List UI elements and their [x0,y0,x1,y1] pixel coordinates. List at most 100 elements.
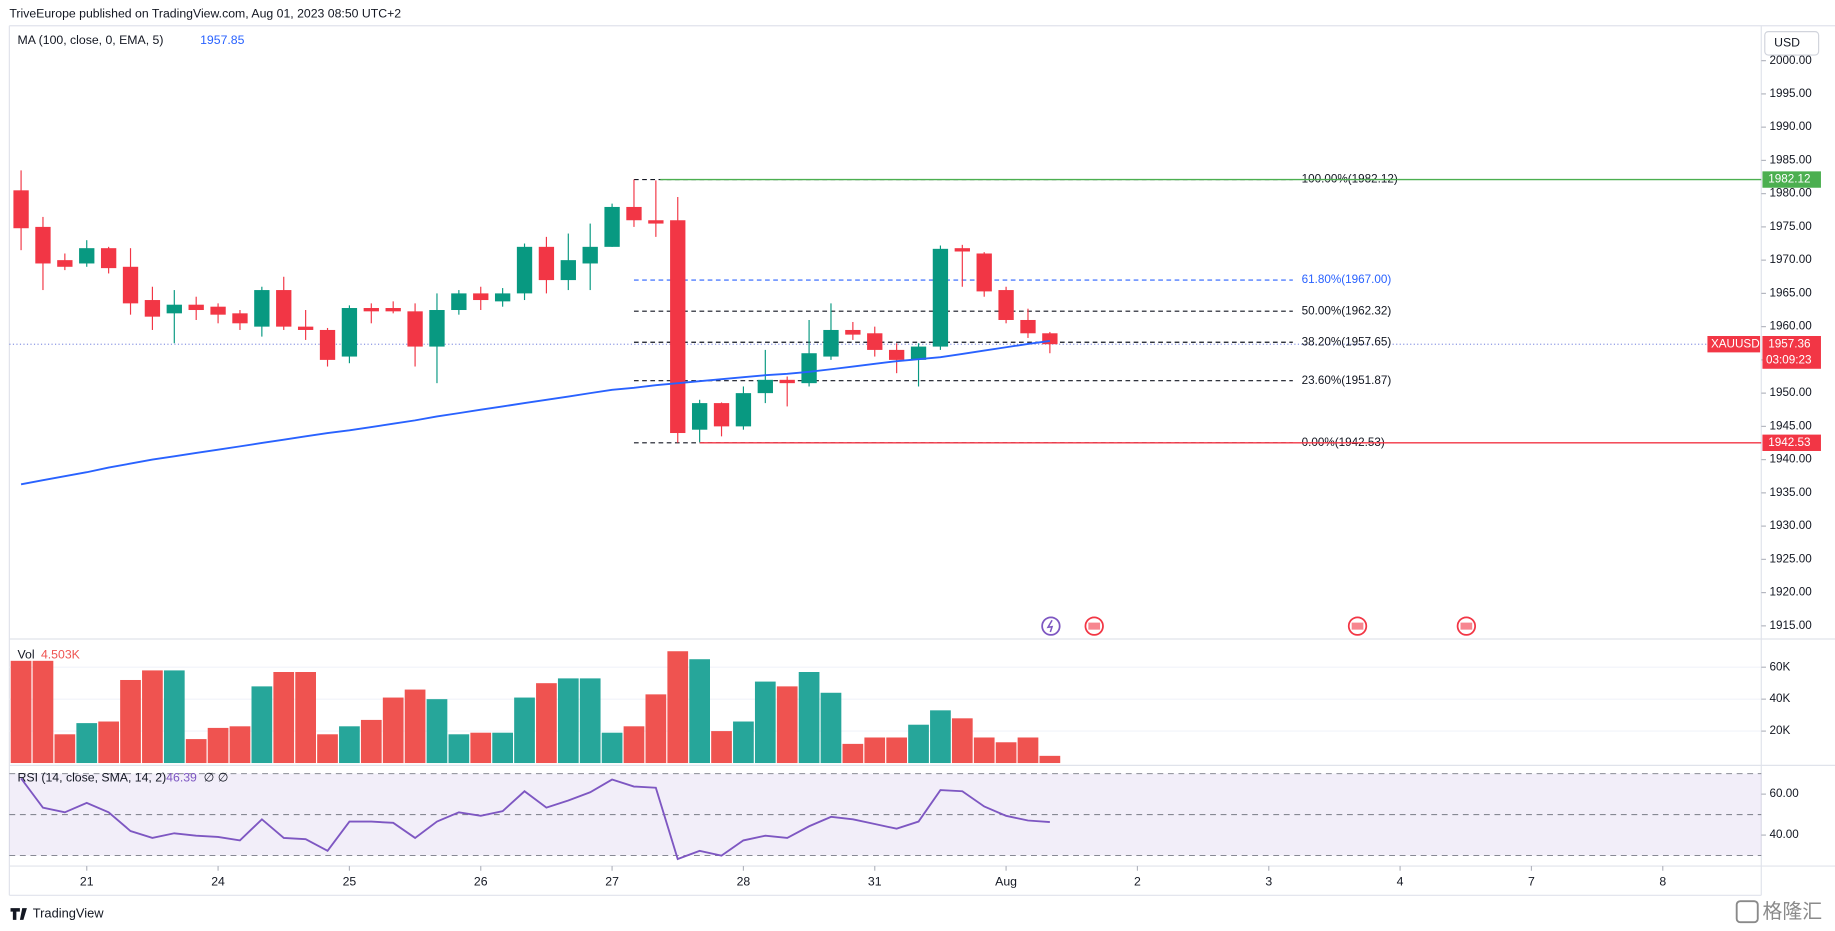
rsi-legend-extra: ∅ ∅ [204,771,229,785]
currency[interactable]: USD [1774,36,1800,50]
fib-label: 50.00%(1962.32) [1302,304,1392,317]
x-tick-label: 8 [1659,875,1666,889]
event-icon-flag [1460,622,1473,630]
x-tick-label: 3 [1265,875,1272,889]
y-tick-label: 1970.00 [1769,253,1812,266]
volume-bar [317,734,338,764]
candle-body [867,333,883,350]
fib-label: 61.80%(1967.00) [1302,273,1392,286]
candle-body [845,329,861,335]
y-tick-label: 1935.00 [1769,486,1812,499]
candle-body [319,329,336,360]
y-tick-label: 1920.00 [1769,586,1812,599]
volume-bar [754,681,776,764]
candle-body [888,349,905,360]
volume-bar [273,672,295,764]
event-icon-flag [1088,622,1101,630]
candle-body [823,329,839,357]
candle-body [144,300,161,317]
x-tick-label: 25 [343,875,357,889]
currency-box[interactable] [1764,31,1820,56]
y-tick-label: 1930.00 [1769,519,1812,532]
rsi-legend: RSI (14, close, SMA, 14, 2) [18,771,167,785]
last-price-label: 1957.36 [1768,337,1810,350]
volume-bar [229,726,251,764]
volume-bar [930,710,951,764]
y-tick-label: 1980.00 [1769,187,1812,200]
candle-body [254,290,270,327]
volume-bar [645,694,667,764]
volume-bar [951,718,973,764]
volume-bar [426,699,448,764]
candle-body [210,306,226,315]
indicator-label: MA (100, close, 0, EMA, 5) [18,33,164,47]
volume-bar [120,679,141,764]
candle-body [232,313,248,324]
x-tick-label: 4 [1397,875,1404,889]
volume-bar [98,721,119,764]
x-tick-label: 28 [737,875,751,889]
volume-bar [251,686,273,764]
candle-body [276,290,292,327]
volume-bar [32,660,54,764]
candle-body [801,353,817,384]
candle-body [385,308,401,312]
candle-body [407,311,423,347]
y-tick-label: 40.00 [1769,828,1799,841]
candle-body [954,248,970,252]
volume-bar [733,721,754,764]
volume-bar [10,660,32,764]
ma-line [20,339,1050,486]
y-tick-label: 1960.00 [1769,320,1812,333]
candle-body [976,253,992,292]
last-price-tag [1762,335,1821,369]
volume-bar [448,734,470,764]
volume-bar [404,689,426,764]
volume-bar [536,683,557,764]
brand: TradingView [10,905,104,920]
candle-body [1042,333,1058,345]
volume-bar [842,743,864,764]
volume-bar [185,739,207,764]
candle-body [297,326,314,330]
volume-bar [492,732,513,764]
volume-bar [908,724,929,764]
candle-body [626,206,642,221]
event-icons [1041,616,1477,636]
volume-bar [711,731,732,764]
y-tick-label: 1985.00 [1769,153,1812,166]
y-tick-label: 1995.00 [1769,87,1812,100]
rsi-line [20,777,1050,861]
price-tag-label: 1982.12 [1768,173,1810,186]
x-tick-label: 27 [605,875,619,889]
brand-name: TradingView [33,905,104,920]
volume-bar [142,670,163,764]
candle-body [166,304,182,314]
volume-bar [514,697,535,764]
x-tick-label: 21 [80,875,94,889]
candle-body [100,248,117,269]
candle-body [1020,319,1036,334]
fib-label: 23.60%(1951.87) [1302,374,1392,387]
y-tick-label: 1925.00 [1769,552,1812,565]
volume-bar [360,719,382,764]
candle-body [13,190,29,229]
candle-body [35,226,51,264]
candle-body [473,293,489,301]
x-tick-label: 24 [211,875,225,889]
price-tag-label: 1942.53 [1768,436,1810,449]
y-tick-label: 1950.00 [1769,386,1812,399]
fib-label: 38.20%(1957.65) [1302,335,1392,348]
candle-body [604,206,620,247]
rsi-legend-value: 46.39 [166,771,197,785]
volume-bar [382,697,404,764]
y-tick-label: 2000.00 [1769,54,1812,67]
y-tick-label: 1965.00 [1769,286,1812,299]
volume-bar [1039,755,1061,764]
volume-bar [623,726,645,764]
volume-bar [864,737,886,764]
candle-body [538,246,555,281]
volume-bar [579,678,601,764]
